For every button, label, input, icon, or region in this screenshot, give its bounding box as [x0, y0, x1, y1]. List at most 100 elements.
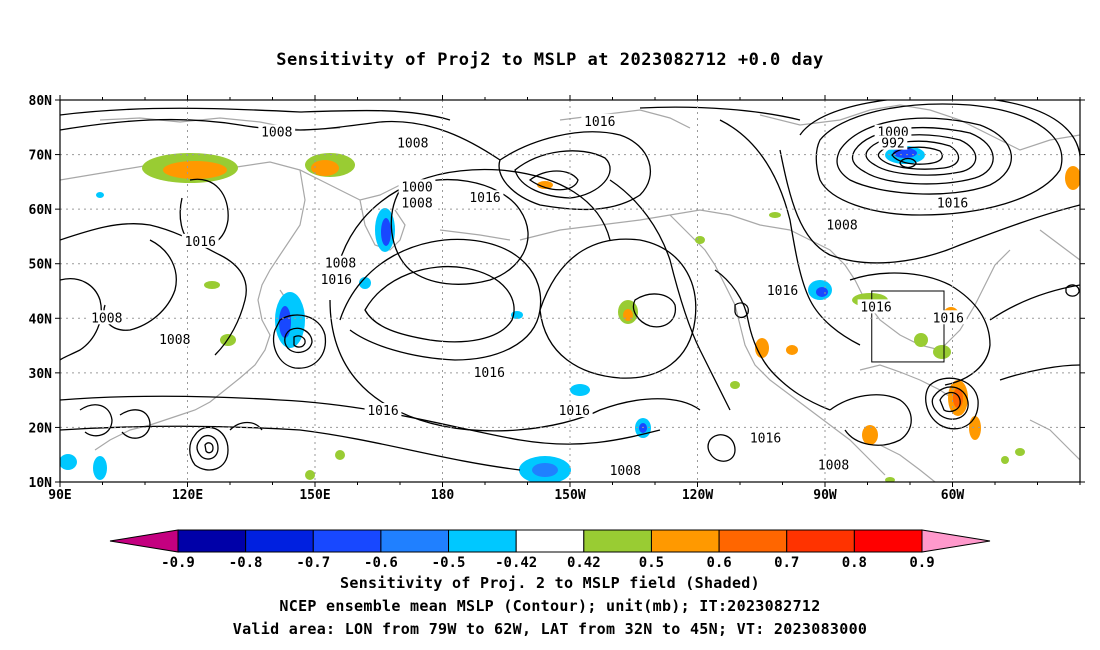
contour-label-bg: [857, 299, 895, 314]
contour-label: 1016: [367, 404, 398, 419]
contour-label-bg: [555, 403, 593, 418]
colorbar-label: -0.7: [296, 555, 330, 571]
contour-label-bg: [398, 195, 436, 210]
mslp-contours: [60, 100, 1080, 471]
contour-label: 1008: [397, 137, 428, 152]
colorbar-segment: [515, 529, 585, 553]
contour-label-bg: [874, 124, 912, 139]
contour-label: 1016: [469, 191, 500, 206]
valid-area-box: [871, 290, 945, 363]
contour-label-bg: [88, 310, 126, 325]
colorbar-label: 0.7: [774, 555, 799, 571]
colorbar-label: 0.8: [842, 555, 867, 571]
contour-label: 1016: [584, 115, 615, 130]
colorbar-label: -0.9: [161, 555, 195, 571]
colorbar-high-arrow: [921, 529, 991, 553]
lat-tick-label: 50N: [29, 258, 53, 273]
lon-tick-label: 90W: [813, 488, 837, 503]
contour-label-bg: [394, 135, 432, 150]
contour-label-bg: [317, 272, 355, 287]
contour-label: 1008: [818, 459, 849, 474]
contour-label-bg: [929, 310, 967, 325]
colorbar-segment: [583, 529, 652, 553]
lat-tick-label: 40N: [29, 312, 53, 327]
colorbar-segment: [245, 529, 314, 553]
contour-label-bg: [322, 255, 359, 270]
colorbar: -0.9 -0.8 -0.7 -0.6 -0.5 -0.42 0.42 0.5 0.6 0.7 0.…: [109, 529, 991, 571]
lon-tick-label: 90E: [48, 488, 71, 503]
contour-label-bg: [181, 233, 219, 248]
caption-shaded: Sensitivity of Proj. 2 to MSLP field (Sh…: [340, 574, 760, 592]
contour-label-bg: [878, 135, 908, 150]
contour-label-bg: [934, 195, 971, 210]
contour-label-bg: [815, 457, 852, 472]
lon-tick-label: 120E: [172, 488, 203, 503]
contour-label: 1016: [321, 273, 352, 288]
longitude-labels: 90E 120E 150E 180 150W 120W 90W 60W: [48, 488, 964, 503]
colorbar-segment: [650, 529, 720, 553]
lat-tick-label: 10N: [29, 476, 53, 491]
contour-label: 1016: [937, 197, 968, 212]
contour-label-bg: [466, 190, 504, 205]
contour-label: 1016: [185, 235, 216, 250]
contour-label-bg: [470, 364, 508, 379]
colorbar-segment: [312, 529, 382, 553]
contour-label: 1016: [767, 284, 798, 299]
contour-label-bg: [581, 113, 619, 128]
contour-label: 1016: [933, 311, 964, 326]
lat-tick-label: 60N: [29, 203, 53, 218]
lat-tick-label: 30N: [29, 367, 53, 382]
contour-label: 1016: [860, 300, 891, 315]
contour-label-bg: [606, 463, 644, 478]
colorbar-label: -0.8: [229, 555, 263, 571]
colorbar-label: 0.6: [706, 555, 731, 571]
contour-label: 1016: [750, 431, 781, 446]
colorbar-segment: [718, 529, 788, 553]
caption-valid-area: Valid area: LON from 79W to 62W, LAT fro…: [232, 620, 868, 638]
map-title: Sensitivity of Proj2 to MSLP at 20230827…: [276, 50, 824, 70]
colorbar-label: 0.5: [639, 555, 664, 571]
lon-tick-label: 60W: [941, 488, 965, 503]
colorbar-segment: [380, 529, 450, 553]
colorbar-low-arrow: [109, 529, 179, 553]
contour-label: 1008: [91, 311, 122, 326]
contour-label-bg: [398, 179, 436, 194]
contour-label: 1008: [401, 197, 432, 212]
contour-label: 1016: [559, 404, 590, 419]
lon-tick-label: 120W: [682, 488, 713, 503]
contour-label: 1000: [401, 180, 432, 195]
lat-tick-label: 70N: [29, 149, 53, 164]
contour-label-bg: [823, 217, 861, 232]
lat-tick-label: 80N: [29, 94, 53, 109]
contour-label: 1016: [474, 366, 505, 381]
colorbar-segment: [786, 529, 855, 553]
colorbar-segment: [177, 529, 247, 553]
colorbar-label: -0.6: [364, 555, 398, 571]
axis-ticks: [55, 95, 1085, 487]
colorbar-label: -0.42: [495, 555, 537, 571]
contour-label: 1008: [261, 126, 292, 141]
contour-label: 1008: [325, 257, 356, 272]
lat-tick-label: 20N: [29, 421, 53, 436]
lon-tick-label: 150W: [554, 488, 585, 503]
lon-tick-label: 150E: [299, 488, 330, 503]
contour-label: 992: [881, 137, 904, 152]
colorbar-label: -0.5: [432, 555, 466, 571]
contour-label: 1008: [610, 464, 641, 479]
contour-label-bg: [747, 430, 784, 445]
contour-label-bg: [364, 403, 402, 418]
contour-label: 1008: [826, 219, 857, 234]
contour-label-bg: [764, 283, 801, 297]
colorbar-segment: [448, 529, 517, 553]
colorbar-label: 0.42: [567, 555, 601, 571]
contour-label-bg: [258, 124, 296, 139]
contour-label-bg: [156, 332, 194, 347]
colorbar-label: 0.9: [909, 555, 934, 571]
contour-label: 1008: [159, 333, 190, 348]
colorbar-segment: [853, 529, 923, 553]
caption-contour: NCEP ensemble mean MSLP (Contour); unit(…: [279, 597, 821, 615]
gridlines: [60, 100, 1080, 482]
lon-tick-label: 180: [431, 488, 455, 503]
